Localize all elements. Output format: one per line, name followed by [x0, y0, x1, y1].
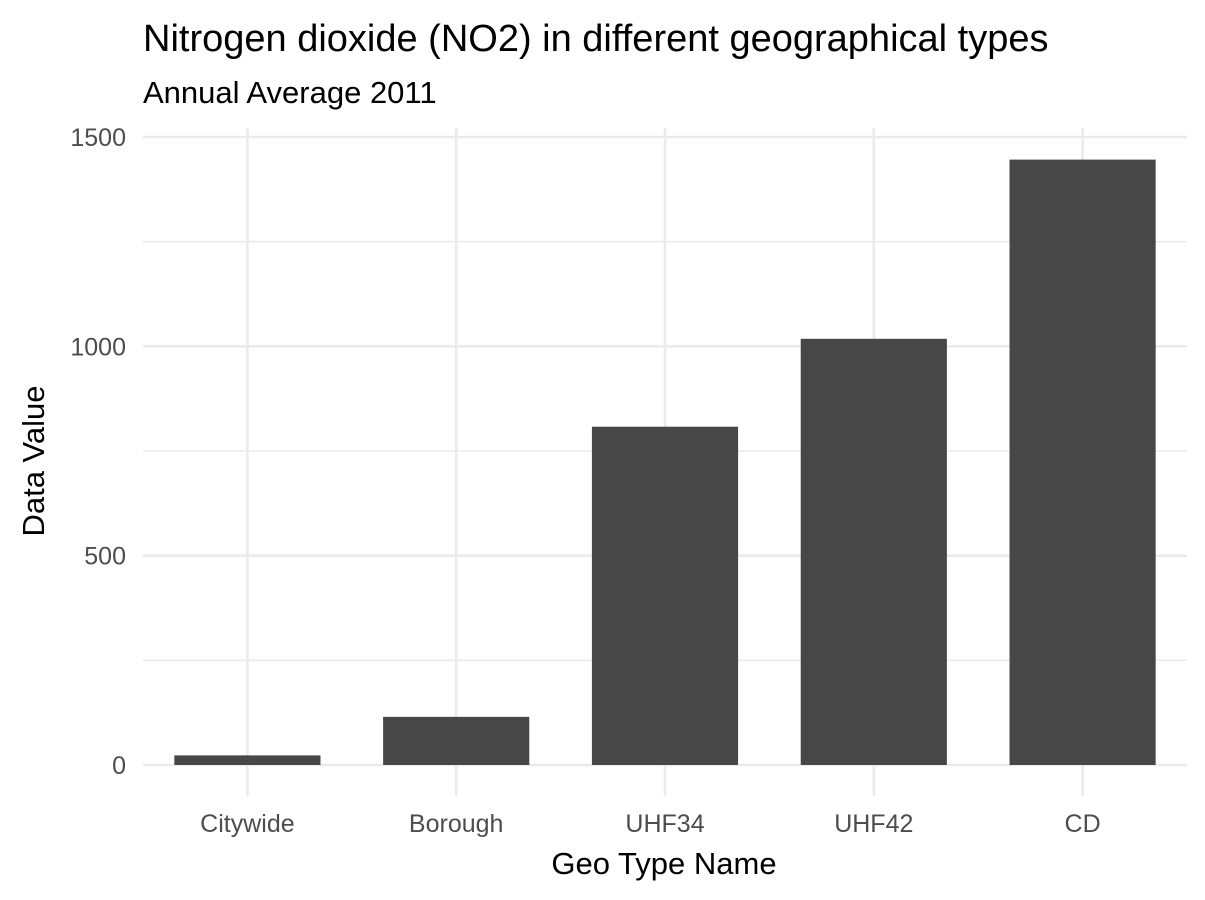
y-tick-label: 0	[112, 752, 126, 780]
x-tick-label: Borough	[409, 810, 504, 838]
bar-uhf42	[800, 338, 947, 765]
x-tick-label: Citywide	[200, 810, 294, 838]
y-axis-title: Data Value	[16, 385, 51, 536]
x-tick-label: CD	[1065, 810, 1101, 838]
y-tick-label: 500	[84, 543, 126, 571]
chart-title: Nitrogen dioxide (NO2) in different geog…	[143, 18, 1048, 60]
y-tick-label: 1500	[70, 124, 126, 152]
bar-cd	[1009, 159, 1156, 765]
x-tick-label: UHF42	[834, 810, 913, 838]
x-axis-title: Geo Type Name	[551, 846, 776, 881]
chart-subtitle: Annual Average 2011	[143, 75, 437, 110]
bar-citywide	[174, 755, 321, 765]
y-axis-ticks: 0 500 1000 1500	[70, 124, 126, 780]
x-axis-ticks: Citywide Borough UHF34 UHF42 CD	[200, 810, 1100, 838]
bars-group	[174, 159, 1156, 765]
bar-borough	[383, 716, 530, 765]
y-tick-label: 1000	[70, 333, 126, 361]
bar-uhf34	[591, 426, 739, 765]
x-tick-label: UHF34	[625, 810, 704, 838]
